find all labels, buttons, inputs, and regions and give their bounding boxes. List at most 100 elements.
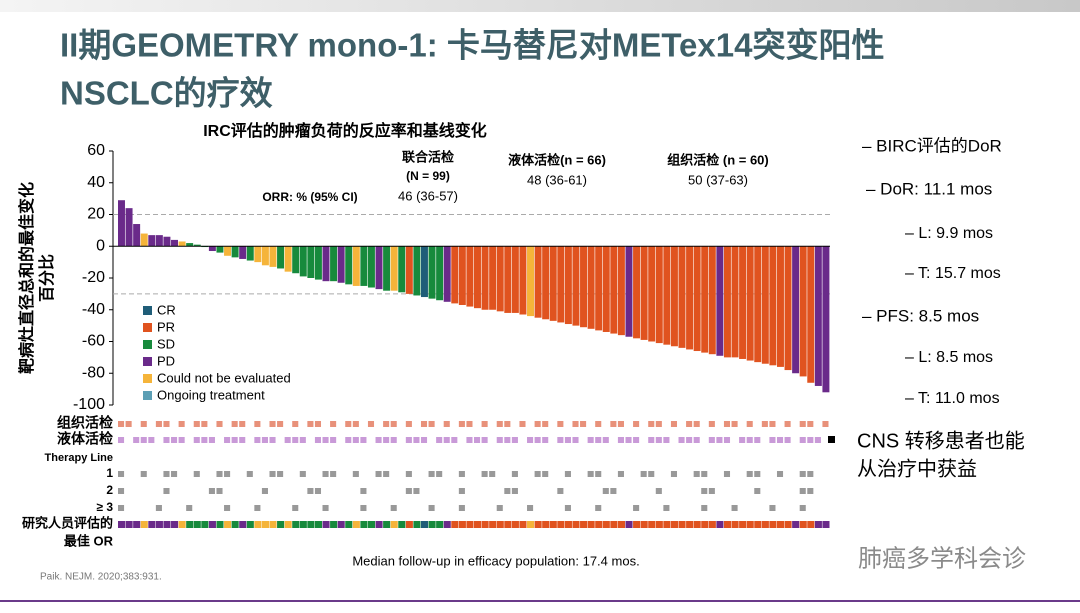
bar — [367, 246, 375, 288]
row-cell — [564, 471, 571, 477]
row-cell — [587, 471, 594, 477]
row-cell — [201, 437, 208, 443]
bar — [595, 246, 603, 331]
best-or-cell — [405, 521, 413, 528]
row-cell — [322, 471, 329, 477]
bar — [761, 246, 769, 364]
bar — [746, 246, 754, 361]
row-cell — [587, 437, 594, 443]
bar — [527, 246, 534, 317]
row-cell — [163, 488, 170, 494]
row-cell — [254, 505, 261, 511]
bar — [504, 246, 512, 313]
y-tick-label: -80 — [82, 364, 105, 381]
row-cell — [557, 488, 564, 494]
row-cell — [420, 421, 428, 427]
best-or-cell — [792, 521, 800, 528]
bar — [511, 246, 519, 313]
bar — [784, 246, 792, 371]
row-cell — [314, 437, 322, 443]
bar — [314, 246, 322, 280]
row-cell — [663, 437, 670, 443]
best-or-cell — [216, 521, 224, 528]
best-or-cell — [428, 521, 436, 528]
best-or-cell — [155, 521, 163, 528]
best-or-cell — [799, 521, 807, 528]
bar — [398, 246, 406, 293]
footnote: Median follow-up in efficacy population:… — [352, 553, 639, 568]
row-cell — [670, 421, 678, 427]
row-cell — [277, 471, 284, 477]
row-cell — [405, 437, 412, 443]
row-cell — [557, 421, 564, 427]
bar — [519, 246, 527, 315]
best-or-cell — [330, 521, 338, 528]
row-cell — [595, 505, 602, 511]
row-cell — [224, 437, 231, 443]
annotation: (N = 99) — [406, 169, 450, 183]
row-cell — [542, 421, 549, 427]
bar — [731, 246, 739, 358]
row-cell — [617, 471, 624, 477]
watermark: 肺癌多学科会诊 — [858, 545, 1026, 572]
chart-title: IRC评估的肿瘤负荷的反应率和基线变化 — [203, 121, 487, 140]
bar — [686, 246, 694, 350]
best-or-cell — [670, 521, 679, 528]
bar — [776, 246, 784, 367]
best-or-cell — [807, 521, 815, 528]
bar — [474, 246, 481, 309]
y-tick-label: 20 — [87, 206, 105, 223]
best-or-cell — [201, 521, 209, 528]
row-cell — [655, 488, 662, 494]
bar — [208, 246, 216, 252]
bar — [125, 208, 133, 247]
row-cell — [140, 421, 147, 427]
row-cell — [564, 437, 571, 443]
row-label: ≥ 3 — [96, 500, 113, 514]
row-cell — [504, 437, 511, 443]
row-cell — [670, 471, 678, 477]
row-cell — [678, 437, 685, 443]
best-or-cell — [352, 521, 360, 528]
best-or-cell — [367, 521, 376, 528]
reference: Paik. NEJM. 2020;383:931. — [40, 572, 162, 583]
row-cell — [610, 488, 617, 494]
row-cell — [799, 437, 806, 443]
best-or-cell — [761, 521, 769, 528]
best-or-cell — [246, 521, 254, 528]
row-cell — [148, 437, 155, 443]
row-cell — [436, 437, 443, 443]
row-cell — [595, 437, 602, 443]
row-cell — [610, 421, 617, 427]
bar — [246, 246, 254, 261]
best-or-cell — [178, 521, 186, 528]
row-cell — [511, 471, 518, 477]
best-or-cell — [345, 521, 353, 528]
bar — [254, 246, 262, 263]
best-or-cell — [299, 521, 307, 528]
row-cell — [125, 421, 132, 427]
row-cell — [322, 505, 329, 511]
row-cell — [708, 437, 715, 443]
row-cell — [299, 437, 306, 443]
row-cell — [716, 437, 723, 443]
best-or-cell — [754, 521, 762, 528]
bar — [186, 243, 194, 247]
row-cell — [458, 471, 465, 477]
best-or-cell — [360, 521, 368, 528]
bar — [330, 246, 338, 282]
best-or-cell — [511, 521, 519, 528]
row-cell — [224, 505, 231, 511]
row-cell — [754, 437, 761, 443]
best-or-cell — [723, 521, 732, 528]
bar — [269, 246, 277, 267]
legend-label: Ongoing treatment — [157, 387, 265, 402]
row-cell — [405, 471, 412, 477]
row-cell — [496, 505, 503, 511]
bar — [224, 246, 232, 256]
row-cell — [617, 437, 624, 443]
annotation: 组织活检 (n = 60) — [667, 152, 769, 167]
row-cell — [352, 421, 359, 427]
row-cell — [519, 421, 526, 427]
row-cell — [118, 471, 125, 477]
